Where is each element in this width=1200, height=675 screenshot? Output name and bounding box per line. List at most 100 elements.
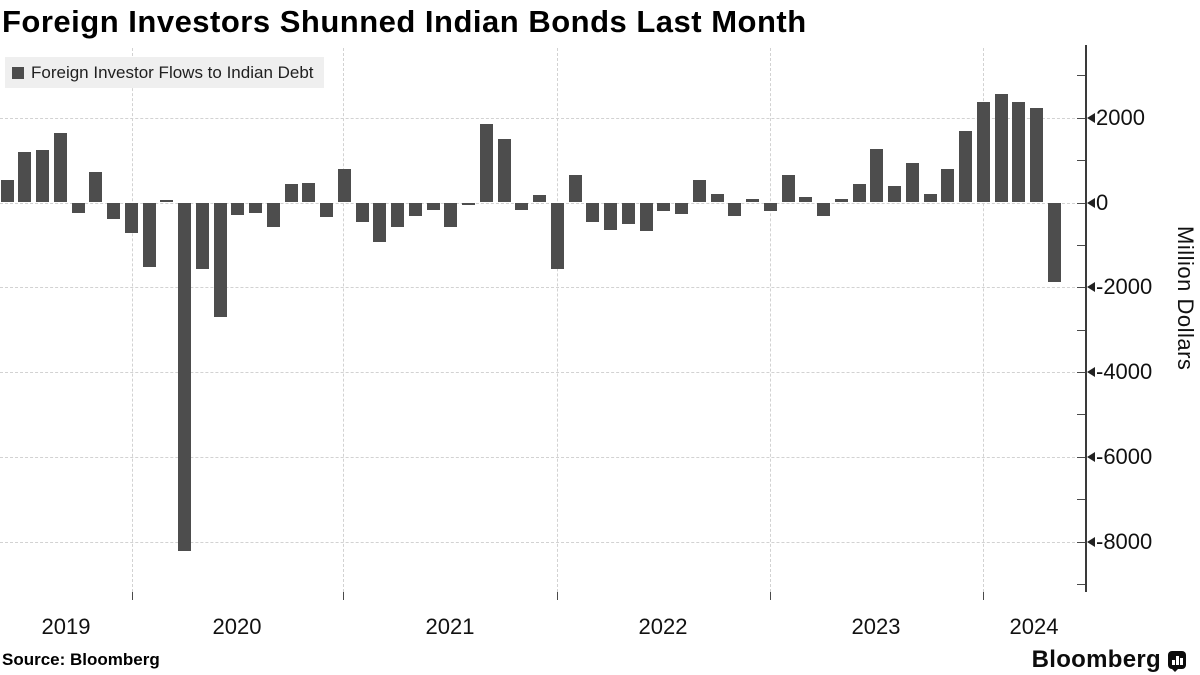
- tick-arrow-icon: [1087, 282, 1095, 293]
- y-axis-tick: [1077, 329, 1085, 331]
- chart-title: Foreign Investors Shunned Indian Bonds L…: [2, 4, 807, 39]
- y-tick-value: 0: [1096, 189, 1109, 215]
- bar: [675, 202, 688, 215]
- bloomberg-logo: Bloomberg: [1032, 646, 1186, 674]
- bar: [834, 198, 848, 203]
- year-gridline: [770, 48, 771, 592]
- bar: [710, 193, 724, 203]
- y-tick-value: -6000: [1096, 443, 1153, 469]
- bar: [550, 202, 564, 270]
- bar: [355, 202, 369, 223]
- bar: [231, 202, 245, 216]
- x-axis-tick: [343, 592, 344, 600]
- bar: [18, 151, 32, 203]
- horizontal-gridline: [0, 287, 1085, 289]
- bar: [905, 163, 919, 203]
- legend-swatch-icon: [12, 66, 24, 79]
- tick-arrow-icon: [1087, 112, 1095, 123]
- x-axis-tick-label: 2022: [638, 614, 688, 639]
- bar: [568, 174, 582, 203]
- bar: [479, 123, 493, 203]
- horizontal-gridline: [0, 202, 1085, 204]
- bar: [781, 175, 795, 203]
- bar: [142, 202, 156, 268]
- y-axis-title: Million Dollars: [1173, 225, 1198, 371]
- bar: [320, 202, 333, 218]
- x-axis-tick: [557, 592, 558, 600]
- bar: [53, 133, 67, 203]
- tick-arrow-icon: [1087, 367, 1095, 377]
- y-axis-tick: [1077, 456, 1085, 458]
- y-axis-tick: [1077, 244, 1085, 246]
- bar: [36, 150, 49, 203]
- bar: [391, 202, 404, 227]
- y-axis-tick: [1077, 202, 1085, 204]
- year-gridline: [983, 48, 984, 592]
- bar: [1030, 108, 1043, 203]
- bar: [941, 169, 955, 203]
- tick-arrow-icon: [1087, 197, 1095, 208]
- bar: [959, 130, 972, 203]
- y-axis-tick-label: 0: [1087, 190, 1108, 216]
- bar: [178, 202, 191, 552]
- y-tick-value: -2000: [1096, 274, 1153, 300]
- y-axis-tick: [1077, 414, 1085, 416]
- bar: [1012, 102, 1026, 203]
- bloomberg-chart-bubble-icon: [1168, 651, 1186, 672]
- y-axis-tick-label: 2000: [1087, 105, 1145, 131]
- bar: [124, 202, 138, 233]
- bar: [586, 202, 600, 222]
- x-axis-tick-label: 2024: [1009, 614, 1059, 639]
- bar: [462, 202, 475, 206]
- horizontal-gridline: [0, 117, 1085, 119]
- y-axis: [1085, 45, 1087, 592]
- y-tick-value: -4000: [1096, 359, 1153, 384]
- year-gridline: [132, 48, 133, 592]
- bar: [728, 202, 742, 217]
- bar: [763, 202, 777, 212]
- y-axis-tick: [1077, 287, 1085, 289]
- bar: [994, 94, 1008, 203]
- bloomberg-wordmark: Bloomberg: [1031, 646, 1161, 673]
- bar: [746, 198, 759, 203]
- y-axis-tick: [1077, 499, 1085, 501]
- tick-arrow-icon: [1087, 451, 1095, 462]
- bar: [657, 202, 671, 212]
- bar: [302, 182, 316, 203]
- bar: [515, 202, 529, 210]
- bar: [373, 202, 387, 243]
- bar: [195, 202, 209, 270]
- y-axis-tick: [1077, 583, 1085, 585]
- bar: [621, 202, 635, 224]
- bar: [533, 195, 546, 203]
- legend-label: Foreign Investor Flows to Indian Debt: [31, 62, 314, 82]
- bar: [497, 138, 511, 203]
- bar: [160, 200, 174, 203]
- x-axis-tick: [132, 592, 133, 600]
- source-label: Source: Bloomberg: [2, 650, 160, 669]
- bar: [213, 202, 227, 318]
- legend: Foreign Investor Flows to Indian Debt: [5, 57, 324, 88]
- bar: [426, 202, 440, 210]
- bar: [0, 179, 14, 203]
- bar: [107, 202, 120, 220]
- x-axis-tick: [983, 592, 984, 600]
- y-tick-value: 2000: [1096, 104, 1145, 130]
- bar: [89, 171, 103, 203]
- x-axis-tick-label: 2023: [851, 614, 901, 639]
- y-axis-tick-label: -4000: [1087, 359, 1152, 385]
- bar: [71, 202, 85, 213]
- y-axis-tick: [1077, 75, 1085, 77]
- year-gridline: [557, 48, 558, 592]
- bar: [408, 202, 422, 217]
- bar: [284, 184, 298, 203]
- x-axis-tick-label: 2019: [41, 614, 91, 639]
- bar: [799, 197, 813, 203]
- bar: [976, 102, 990, 203]
- bar: [692, 179, 706, 203]
- year-gridline: [343, 48, 344, 592]
- horizontal-gridline: [0, 541, 1085, 543]
- bar: [852, 184, 866, 203]
